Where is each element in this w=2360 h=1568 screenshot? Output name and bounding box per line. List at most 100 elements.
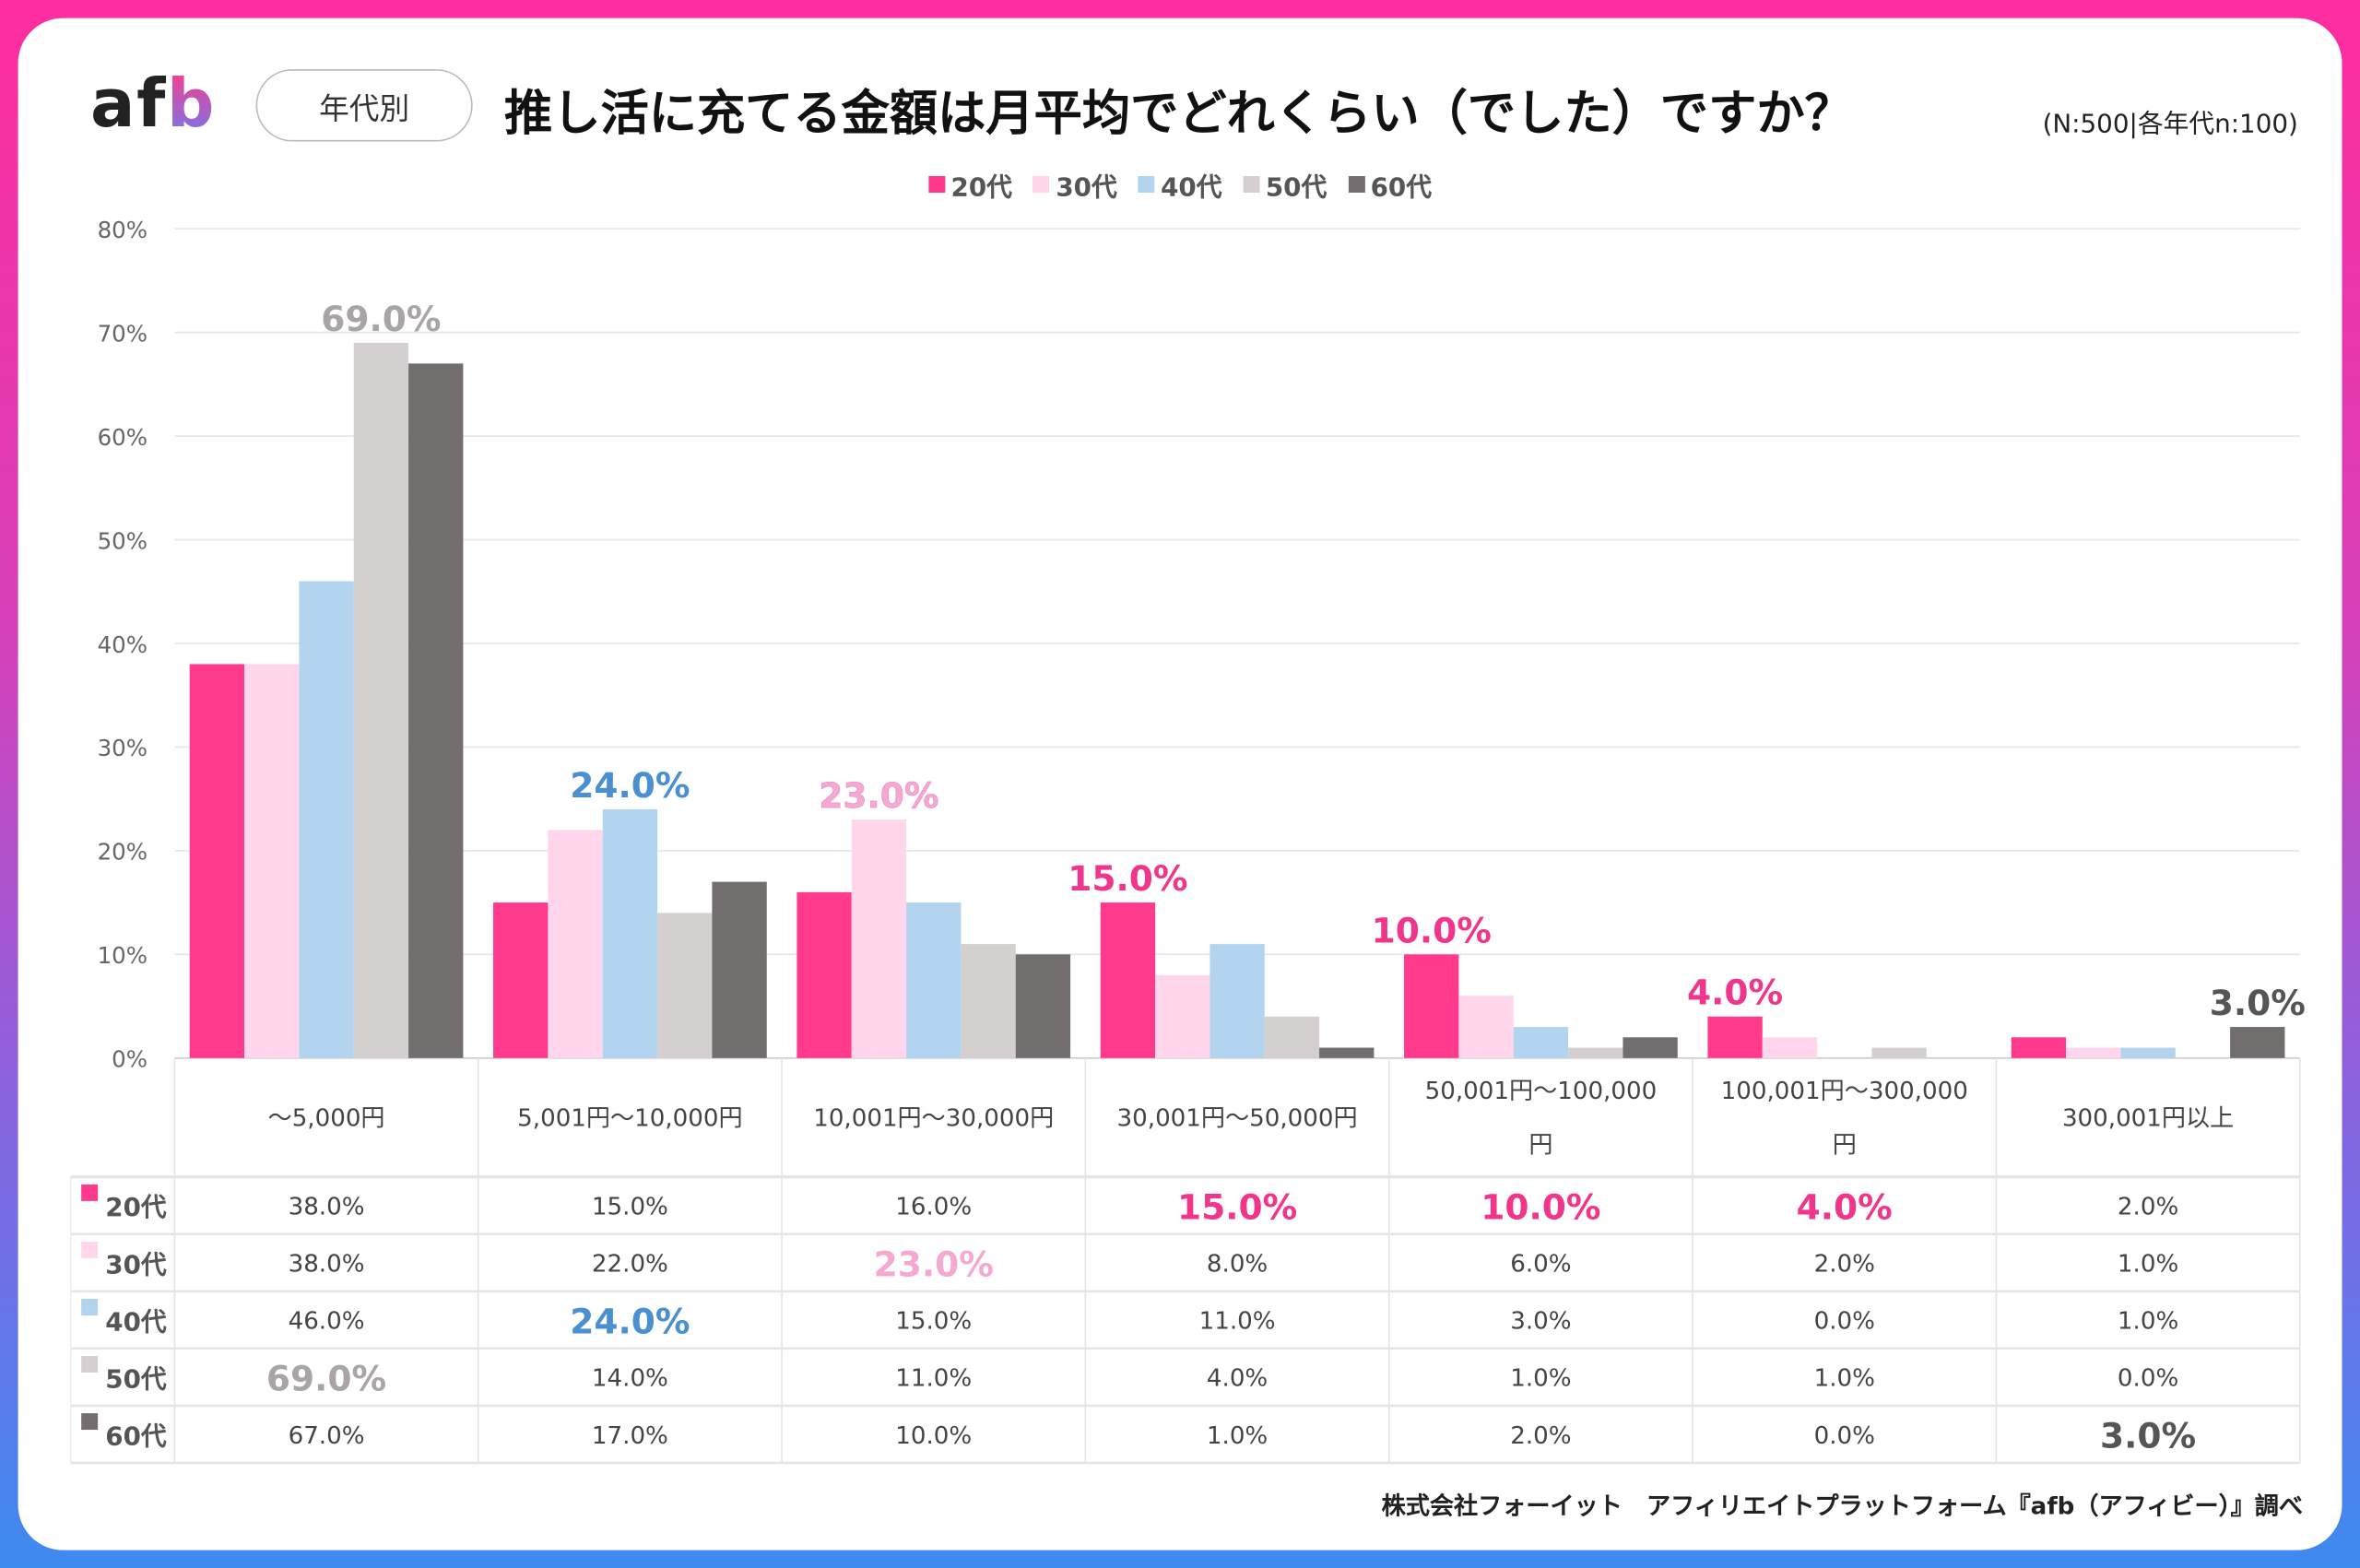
bar-30代-6 — [2066, 1047, 2121, 1058]
table-cell: 6.0% — [1510, 1251, 1571, 1279]
row-label: 20代 — [105, 1192, 167, 1222]
bar-40代-2 — [906, 902, 962, 1058]
bar-60代-0 — [408, 363, 464, 1058]
row-swatch — [81, 1241, 99, 1258]
table-cell: 1.0% — [2118, 1308, 2178, 1336]
table-cell: 10.0% — [1481, 1186, 1600, 1227]
category-label: 10,001円～30,000円 — [813, 1104, 1054, 1132]
legend: 20代 30代 40代 50代 60代 — [0, 166, 2360, 204]
y-tick-label: 80% — [98, 217, 148, 243]
bar-30代-0 — [244, 664, 300, 1058]
row-label: 40代 — [105, 1306, 167, 1337]
bar-60代-3 — [1319, 1047, 1375, 1058]
data-label: 24.0% — [570, 765, 690, 806]
bar-30代-5 — [1762, 1037, 1818, 1058]
table-cell: 69.0% — [266, 1359, 386, 1399]
legend-label: 50代 — [1265, 172, 1328, 204]
row-label: 30代 — [105, 1249, 167, 1279]
table-cell: 0.0% — [1814, 1422, 1875, 1450]
table-cell: 23.0% — [874, 1244, 994, 1285]
y-tick-label: 0% — [112, 1046, 148, 1073]
bar-40代-0 — [299, 581, 354, 1058]
legend-item: 50代 — [1243, 166, 1328, 204]
y-tick-label: 50% — [98, 527, 148, 554]
chart-title: 推し活に充てる金額は月平均でどれくらい（でした）ですか？ — [503, 84, 1853, 142]
bar-20代-6 — [2011, 1037, 2067, 1058]
bar-30代-4 — [1458, 996, 1514, 1058]
legend-label: 40代 — [1161, 172, 1222, 204]
age-group-tag: 年代別 — [255, 69, 473, 142]
bar-50代-5 — [1871, 1047, 1927, 1058]
y-tick-label: 30% — [98, 735, 148, 761]
table-cell: 11.0% — [895, 1365, 972, 1393]
row-swatch — [81, 1356, 99, 1373]
table-cell: 4.0% — [1207, 1365, 1268, 1393]
bar-20代-4 — [1404, 954, 1459, 1058]
afb-logo: afb — [89, 65, 217, 144]
bar-40代-1 — [602, 808, 658, 1058]
source-footer: 株式会社フォーイット アフィリエイトプラットフォーム『afb（アフィビー）』調べ — [1381, 1491, 2304, 1521]
legend-item: 40代 — [1138, 166, 1222, 204]
bar-40代-3 — [1210, 944, 1265, 1058]
bar-50代-4 — [1568, 1047, 1623, 1058]
table-cell: 4.0% — [1797, 1186, 1893, 1227]
row-label: 60代 — [105, 1421, 167, 1451]
table-cell: 2.0% — [2118, 1194, 2178, 1221]
y-tick-label: 60% — [98, 424, 148, 451]
data-label: 15.0% — [1068, 858, 1187, 899]
bar-60代-2 — [1015, 954, 1071, 1058]
bar-20代-0 — [189, 664, 245, 1058]
legend-swatch — [1243, 176, 1260, 193]
legend-label: 30代 — [1056, 172, 1117, 204]
bar-50代-1 — [657, 913, 713, 1058]
data-label: 4.0% — [1687, 973, 1783, 1013]
bar-50代-2 — [961, 944, 1016, 1058]
table-cell: 24.0% — [570, 1302, 690, 1342]
data-label: 10.0% — [1372, 910, 1492, 950]
table-cell: 46.0% — [289, 1308, 365, 1336]
row-swatch — [81, 1184, 99, 1201]
table-cell: 16.0% — [895, 1194, 972, 1221]
legend-item: 60代 — [1348, 166, 1432, 203]
table-cell: 17.0% — [592, 1422, 668, 1450]
row-swatch — [81, 1413, 99, 1431]
bar-50代-0 — [353, 342, 409, 1058]
legend-label: 20代 — [950, 172, 1012, 204]
bar-30代-3 — [1155, 974, 1210, 1058]
table-cell: 3.0% — [1510, 1308, 1571, 1336]
y-tick-label: 20% — [98, 839, 148, 866]
bar-30代-2 — [851, 819, 907, 1058]
row-swatch — [81, 1299, 99, 1315]
bar-20代-3 — [1100, 902, 1156, 1058]
legend-swatch — [1348, 176, 1365, 193]
legend-swatch — [1138, 176, 1155, 193]
bar-40代-4 — [1513, 1027, 1569, 1058]
y-tick-label: 70% — [98, 320, 148, 347]
bar-20代-2 — [796, 891, 852, 1058]
table-cell: 3.0% — [2100, 1416, 2196, 1456]
data-label: 69.0% — [321, 299, 441, 339]
category-label: ～5,000円 — [268, 1104, 385, 1132]
table-cell: 15.0% — [1177, 1186, 1297, 1227]
bar-60代-1 — [712, 881, 767, 1058]
table-cell: 1.0% — [1510, 1365, 1571, 1393]
bar-30代-1 — [548, 830, 603, 1058]
table-cell: 0.0% — [1814, 1308, 1875, 1336]
bar-40代-6 — [2120, 1047, 2176, 1058]
data-label: 3.0% — [2210, 983, 2306, 1023]
table-cell: 15.0% — [895, 1308, 972, 1336]
bar-50代-3 — [1264, 1016, 1320, 1058]
legend-swatch — [1032, 176, 1050, 193]
bar-20代-1 — [493, 902, 549, 1058]
table-cell: 0.0% — [2118, 1365, 2178, 1393]
bar-60代-6 — [2230, 1027, 2285, 1058]
table-cell: 1.0% — [1814, 1365, 1875, 1393]
table-cell: 2.0% — [1814, 1251, 1875, 1279]
y-tick-label: 10% — [98, 942, 148, 969]
category-label: 5,001円～10,000円 — [517, 1104, 742, 1132]
category-label: 100,001円～300,000 円 — [1721, 1078, 1968, 1160]
sample-size: (N:500|各年代n:100) — [2042, 110, 2298, 140]
legend-item: 20代 — [928, 166, 1012, 204]
